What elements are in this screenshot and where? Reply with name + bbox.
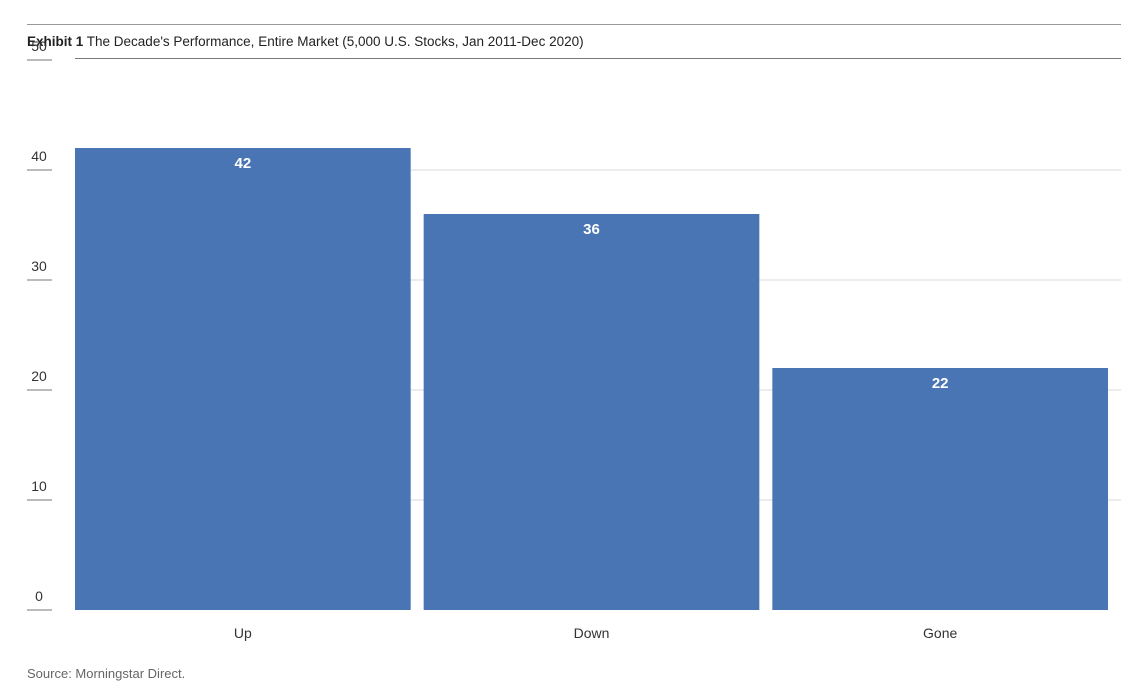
bar [772,368,1108,610]
chart-header: Exhibit 1 The Decade's Performance, Enti… [27,34,584,49]
bar-data-label: 36 [583,221,600,238]
y-tick-label: 40 [31,148,47,164]
bar-data-label: 22 [932,375,949,392]
bar [75,148,411,610]
top-rule [27,24,1121,25]
data-labels: 42 36 22 [234,155,948,392]
y-tick-label: 50 [31,38,47,54]
x-tick-label: Down [574,625,610,641]
y-tick-label: 30 [31,258,47,274]
exhibit-label: Exhibit 1 [27,34,84,49]
y-tick-label: 0 [35,588,43,604]
y-tick-label: 10 [31,478,47,494]
bars [75,148,1108,610]
x-tick-label: Gone [923,625,957,641]
bar [423,214,760,610]
y-tick-label: 20 [31,368,47,384]
x-tick-label: Up [234,625,252,641]
x-axis: Up Down Gone [234,625,958,641]
y-axis: 0 10 20 30 40 50 [27,38,52,611]
source-note: Source: Morningstar Direct. [27,666,186,681]
bar-data-label: 42 [234,155,251,172]
chart-title: The Decade's Performance, Entire Market … [86,34,584,49]
title-rule [75,58,1121,59]
